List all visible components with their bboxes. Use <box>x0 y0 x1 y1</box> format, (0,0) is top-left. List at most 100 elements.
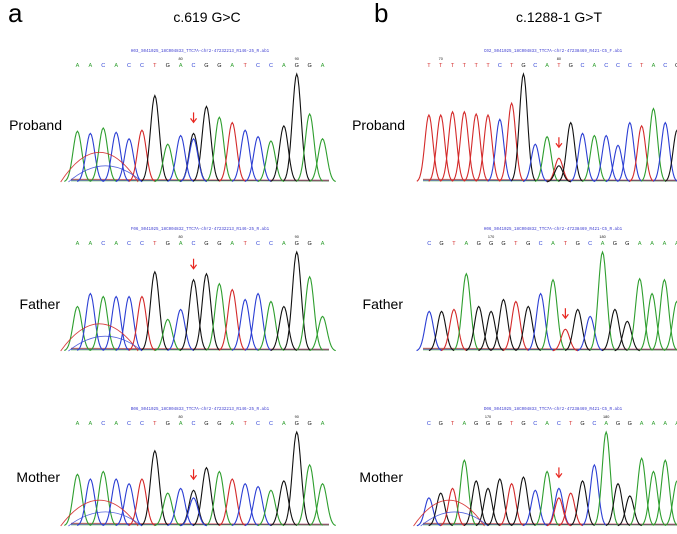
trace-filename: C02_S041025_18C004833_TTC7A-chr2-4723846… <box>484 49 623 54</box>
base-call: A <box>89 63 93 69</box>
base-call: T <box>474 63 478 69</box>
base-call: G <box>217 63 221 69</box>
peak <box>90 128 116 181</box>
base-call: T <box>427 63 431 69</box>
base-call: T <box>557 63 561 69</box>
base-call: A <box>179 421 183 427</box>
panel-letter-a: a <box>8 0 22 29</box>
peak <box>618 123 642 182</box>
trace-filename: F06_S041025_18C004832_TTC7A-chr2-4723221… <box>131 227 270 232</box>
base-call: G <box>166 421 170 427</box>
panel-title-b: c.1288-1 G>T <box>459 9 659 25</box>
peak <box>553 329 578 351</box>
peak <box>296 114 322 181</box>
peak <box>219 290 245 351</box>
peak <box>206 471 232 525</box>
peak <box>129 297 155 351</box>
base-call: G <box>526 241 530 247</box>
base-call: G <box>613 241 617 247</box>
base-call: A <box>640 421 644 427</box>
peak <box>284 432 310 525</box>
position-mark: 80 <box>179 57 183 61</box>
base-call: A <box>321 241 325 247</box>
base-call: A <box>282 63 286 69</box>
chromatogram-svg: H03_S041025_18C004833_TTC7A-chr2-4723221… <box>67 46 333 190</box>
base-call: G <box>308 421 312 427</box>
chromatogram-svg: C02_S041025_18C004833_TTC7A-chr2-4723846… <box>419 46 677 190</box>
peak <box>284 74 310 181</box>
base-call: C <box>140 421 144 427</box>
trace-filename: D06_S041025_18C004833_TTC7A-chr2-4723846… <box>484 407 623 412</box>
base-call: A <box>604 421 608 427</box>
base-call: T <box>243 421 247 427</box>
peak <box>90 297 116 351</box>
peak <box>193 106 219 181</box>
base-call: C <box>192 421 196 427</box>
base-call: C <box>269 421 273 427</box>
base-call: A <box>76 63 80 69</box>
base-call: A <box>114 421 118 427</box>
row-label-b-proband: Proband <box>343 117 405 133</box>
base-call: G <box>439 241 443 247</box>
row-label-a-proband: Proband <box>0 117 62 133</box>
peak <box>452 112 476 181</box>
base-call: A <box>179 241 183 247</box>
base-call: A <box>282 421 286 427</box>
base-call: A <box>652 421 656 427</box>
base-call: G <box>204 421 208 427</box>
base-call: C <box>533 63 537 69</box>
base-call: T <box>486 63 490 69</box>
base-call: G <box>477 241 481 247</box>
peak <box>219 123 245 182</box>
base-call: T <box>510 421 514 427</box>
base-call: C <box>588 241 592 247</box>
row-label-b-mother: Mother <box>341 469 403 485</box>
base-call: C <box>101 421 105 427</box>
peak <box>193 468 219 526</box>
position-mark: 80 <box>179 235 183 239</box>
peak <box>466 306 491 350</box>
trace-filename: H06_S041025_18C004832_TTC7A-chr2-4723846… <box>484 227 623 232</box>
base-call: C <box>101 241 105 247</box>
peak <box>441 309 466 350</box>
peak <box>429 311 454 350</box>
base-call: T <box>514 241 518 247</box>
position-mark: 180 <box>599 235 605 239</box>
chromatogram-svg: B06_S041025_18C004833_TTC7A-chr2-4723221… <box>67 404 333 534</box>
base-call: G <box>295 241 299 247</box>
chromatogram-b-father: H06_S041025_18C004832_TTC7A-chr2-4723846… <box>419 224 677 359</box>
peak <box>309 139 335 182</box>
chromatogram-a-proband: H03_S041025_18C004833_TTC7A-chr2-4723221… <box>67 46 333 190</box>
base-call: T <box>564 241 568 247</box>
base-call: A <box>321 63 325 69</box>
base-call: A <box>551 241 555 247</box>
peak <box>180 280 206 350</box>
peak <box>618 496 642 526</box>
base-call: A <box>76 241 80 247</box>
base-call: C <box>256 421 260 427</box>
base-call: T <box>153 63 157 69</box>
chromatogram-svg: H06_S041025_18C004832_TTC7A-chr2-4723846… <box>419 224 677 359</box>
base-call: A <box>89 421 93 427</box>
base-call: T <box>569 421 573 427</box>
base-call: A <box>321 421 325 427</box>
base-call: G <box>486 421 490 427</box>
peak <box>103 297 129 351</box>
chromatogram-a-father: F06_S041025_18C004832_TTC7A-chr2-4723221… <box>67 224 333 359</box>
peak <box>167 136 193 182</box>
peak <box>582 136 606 182</box>
trace-filename: H03_S041025_18C004833_TTC7A-chr2-4723221… <box>131 49 270 54</box>
peak <box>245 294 271 351</box>
base-call: A <box>230 241 234 247</box>
base-call: G <box>308 63 312 69</box>
peak <box>559 123 583 182</box>
base-call: A <box>638 241 642 247</box>
peak <box>90 471 116 525</box>
base-call: C <box>127 63 131 69</box>
variant-arrow <box>556 137 562 147</box>
base-call: A <box>545 63 549 69</box>
base-call: G <box>616 421 620 427</box>
base-call: T <box>451 421 455 427</box>
peak <box>429 115 453 181</box>
peak <box>64 474 90 525</box>
